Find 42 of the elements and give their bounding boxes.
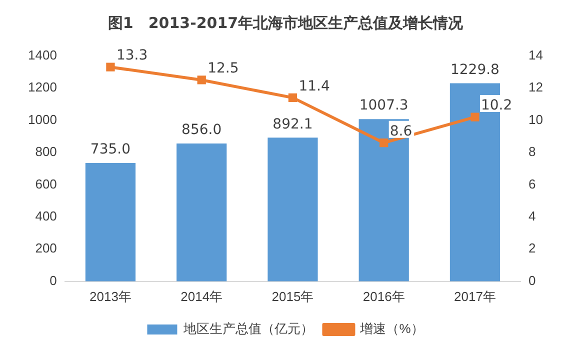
y2-tick-label: 0 xyxy=(528,272,536,288)
bar xyxy=(176,143,227,282)
y-tick-label: 200 xyxy=(35,240,57,256)
y2-tick-label: 8 xyxy=(528,144,536,160)
x-tick-label: 2013年 xyxy=(90,288,132,304)
x-tick-label: 2014年 xyxy=(180,288,223,304)
y2-tick-label: 12 xyxy=(528,80,544,95)
data-label: 13.3 xyxy=(116,48,148,64)
y-tick-label: 800 xyxy=(35,144,57,160)
data-label: 12.5 xyxy=(208,60,239,77)
data-label: 1229.8 xyxy=(450,62,500,78)
data-label: 856.0 xyxy=(182,122,222,138)
y2-tick-label: 10 xyxy=(528,112,544,127)
point xyxy=(288,93,298,102)
y2-tick-label: 4 xyxy=(528,208,536,224)
point xyxy=(470,112,480,122)
data-label: 11.4 xyxy=(298,78,330,94)
y-tick-label: 400 xyxy=(35,208,57,224)
x-tick-label: 2016年 xyxy=(362,288,405,304)
point xyxy=(197,76,206,84)
legend-label: 增速（%） xyxy=(359,321,424,336)
data-label: 892.1 xyxy=(272,116,313,132)
data-label: 735.0 xyxy=(90,142,131,158)
data-label: 1007.3 xyxy=(359,98,408,114)
y-tick-label: 1000 xyxy=(28,112,57,127)
bar xyxy=(268,138,318,282)
legend-label: 地区生产总值（亿元） xyxy=(182,321,314,336)
point xyxy=(106,62,115,72)
x-tick-label: 2017年 xyxy=(454,288,496,304)
y2-tick-label: 6 xyxy=(528,176,536,192)
point xyxy=(380,138,388,148)
chart-title: 图1 2013-2017年北海市地区生产总值及增长情况 xyxy=(106,14,464,33)
y-tick-label: 1400 xyxy=(28,47,57,62)
y-tick-label: 600 xyxy=(35,176,57,192)
bar xyxy=(85,162,136,282)
x-tick-label: 2015年 xyxy=(272,288,314,304)
y2-tick-label: 2 xyxy=(528,240,536,256)
data-label: 10.2 xyxy=(480,98,512,114)
data-label: 8.6 xyxy=(390,123,412,140)
y-tick-label: 0 xyxy=(50,272,57,288)
y-tick-label: 1200 xyxy=(28,80,57,95)
y2-tick-label: 14 xyxy=(528,47,544,62)
